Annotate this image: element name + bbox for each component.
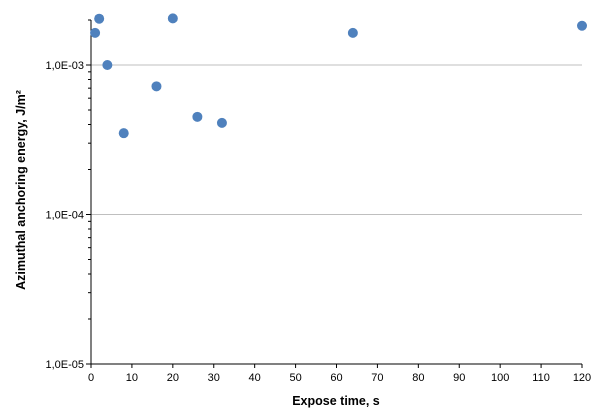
x-tick-label: 50 [289,372,301,384]
x-tick-label: 90 [453,372,465,384]
x-tick-label: 60 [330,372,342,384]
data-point [216,117,227,128]
gridlines [91,64,582,216]
data-point [151,81,162,92]
x-tick-label: 100 [491,372,509,384]
y-tick-label: 1,0E-04 [45,210,84,222]
x-tick-label: 80 [412,372,424,384]
data-point [167,13,178,24]
y-tick-label: 1,0E-05 [45,359,84,371]
x-tick-label: 40 [249,372,261,384]
y-axis-label: Azimuthal anchoring energy, J/m² [14,90,28,290]
data-point [192,111,203,122]
y-tick-label: 1,0E-03 [45,60,84,72]
data-point [90,27,101,38]
x-tick-label: 120 [573,372,591,384]
data-point [118,128,129,139]
data-point [102,60,113,71]
x-tick-label: 0 [88,372,94,384]
x-tick-label: 110 [532,372,550,384]
x-axis-label: Expose time, s [292,394,380,408]
data-point [347,27,358,38]
data-point [577,20,587,31]
data-points [90,13,587,139]
x-tick-label: 10 [126,372,138,384]
x-tick-label: 20 [167,372,179,384]
data-point [94,13,105,24]
x-tick-label: 30 [208,372,220,384]
x-tick-label: 70 [371,372,383,384]
axes [86,19,583,368]
tick-labels: 1,0E-05 1,0E-04 1,0E-03 0 10 20 30 40 50 60 70 80 90… [45,60,591,384]
